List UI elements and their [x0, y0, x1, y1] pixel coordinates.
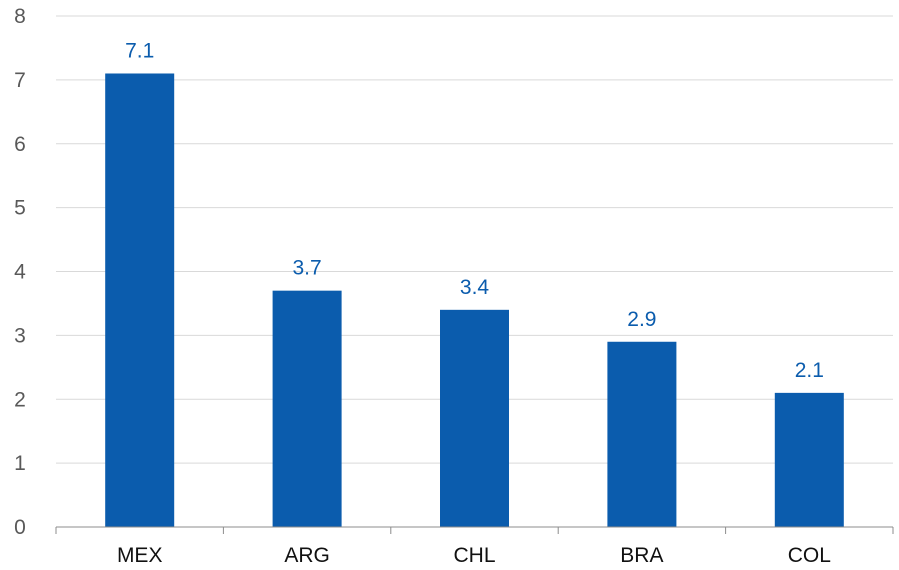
x-axis — [55, 526, 894, 534]
data-label: 3.4 — [460, 276, 490, 299]
data-label: 2.1 — [795, 359, 824, 382]
y-tick-label: 2 — [14, 388, 26, 411]
y-tick-label: 7 — [14, 69, 26, 92]
y-axis-tick-labels: 0 1 2 3 4 5 6 7 8 — [14, 5, 26, 539]
y-tick-label: 6 — [14, 133, 26, 156]
y-tick-label: 4 — [14, 261, 26, 284]
x-tick-label: BRA — [620, 544, 663, 567]
y-tick-label: 5 — [14, 197, 26, 220]
bar-chl — [440, 309, 509, 527]
x-tick-label: ARG — [284, 544, 330, 567]
x-axis-tick-labels: MEX ARG CHL BRA COL — [117, 544, 831, 567]
data-label: 3.7 — [292, 257, 321, 280]
y-tick-label: 3 — [14, 324, 26, 347]
bar-mex — [105, 73, 175, 528]
data-labels: 7.1 3.7 3.4 2.9 2.1 — [125, 39, 824, 381]
y-tick-label: 0 — [14, 516, 26, 539]
bars — [105, 73, 844, 528]
bar-bra — [607, 341, 677, 527]
x-tick-label: MEX — [117, 544, 163, 567]
bar-arg — [272, 290, 342, 527]
data-label: 2.9 — [627, 308, 656, 331]
x-tick-label: COL — [788, 544, 831, 567]
y-tick-label: 8 — [14, 5, 26, 28]
data-label: 7.1 — [125, 39, 154, 62]
y-tick-label: 1 — [14, 452, 26, 475]
x-tick-label: CHL — [453, 544, 495, 567]
bar-col — [774, 392, 844, 527]
